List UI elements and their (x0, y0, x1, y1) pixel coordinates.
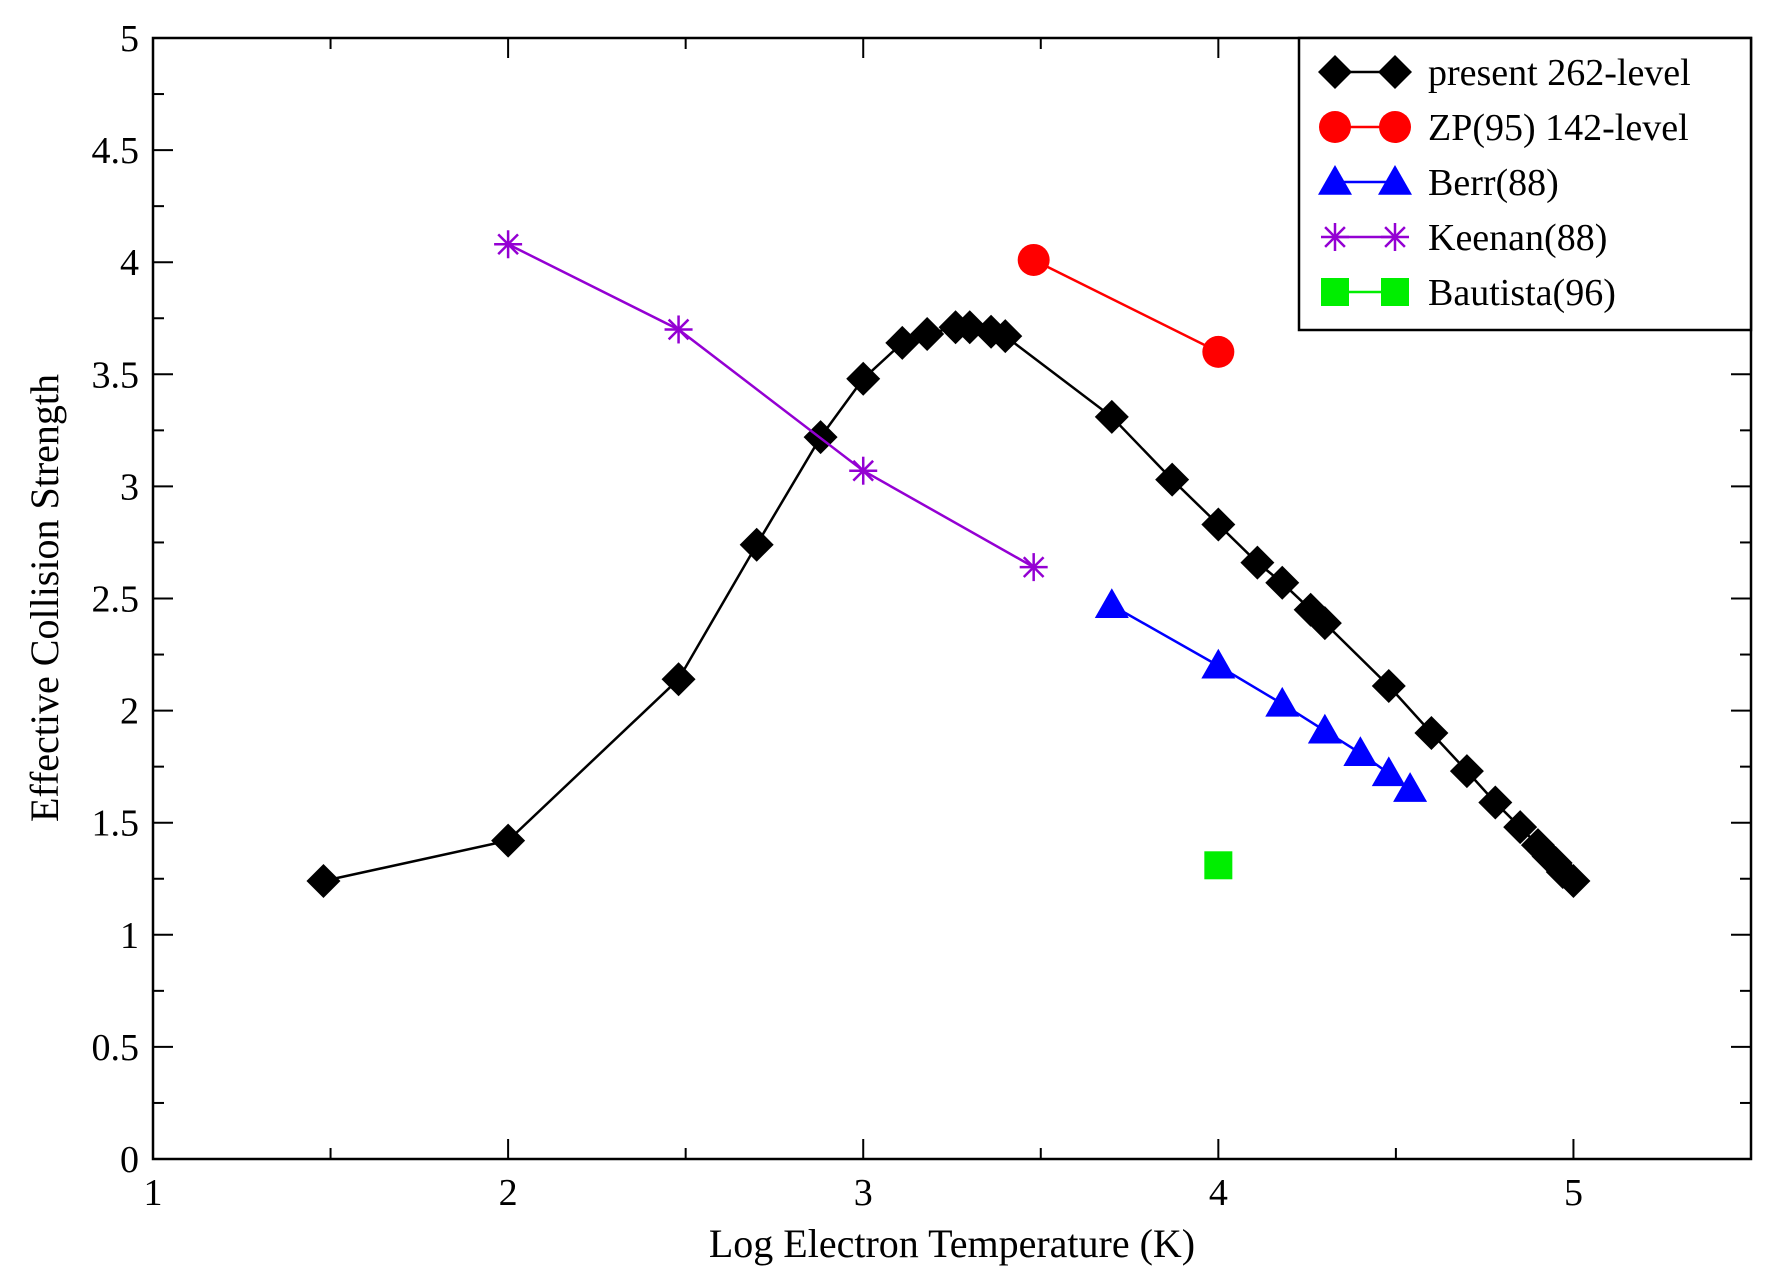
axis-ticks: 1 2 3 4 5 0 0.5 1 1.5 2 2.5 3 3.5 4 4.5 5 (92, 18, 1751, 1214)
data-point (1094, 399, 1129, 434)
legend-box (1297, 36, 1753, 332)
asterisk-stroke (1384, 226, 1406, 248)
y-axis-title: Effective Collision Strength (22, 374, 67, 822)
data-point (1202, 335, 1235, 368)
legend-item: Berr(88) (1318, 162, 1559, 204)
asterisk-stroke (667, 318, 690, 341)
data-point (1343, 736, 1378, 766)
series-square (1204, 851, 1233, 880)
asterisk-stroke (1324, 226, 1346, 248)
series-layer (306, 230, 1591, 898)
series-diamond (306, 310, 1591, 898)
data-point (1371, 668, 1406, 703)
legend-label: ZP(95) 142-level (1428, 107, 1689, 149)
legend-marker (1378, 55, 1412, 89)
legend-marker (1381, 223, 1409, 251)
legend-item: present 262-level (1318, 52, 1691, 94)
data-point (494, 230, 523, 259)
asterisk-stroke (1022, 556, 1045, 578)
y-tick-label: 1 (120, 915, 139, 957)
data-point (491, 823, 526, 858)
data-point (661, 662, 696, 697)
series-asterisk (494, 230, 1048, 582)
y-tick-label: 5 (120, 18, 139, 60)
x-tick-label: 2 (499, 1172, 518, 1214)
data-point (849, 456, 878, 485)
legend-label: present 262-level (1428, 52, 1691, 94)
data-point (1201, 507, 1236, 542)
series-triangle (1094, 588, 1428, 802)
y-tick-label: 0.5 (92, 1027, 140, 1069)
plot-frame (151, 36, 1753, 1161)
data-point (988, 319, 1023, 354)
data-point (1414, 716, 1449, 751)
legend-item: Bautista(96) (1321, 272, 1616, 314)
y-tick-label: 4.5 (92, 130, 140, 172)
data-point (1307, 606, 1342, 641)
series-line (1033, 258, 1219, 353)
data-point (664, 315, 693, 344)
series-line (507, 243, 1035, 569)
x-axis-title: Log Electron Temperature (K) (709, 1221, 1195, 1266)
data-point (1265, 565, 1300, 600)
y-tick-label: 4 (120, 242, 139, 284)
y-tick-label: 2 (120, 691, 139, 733)
legend-marker (1318, 165, 1352, 195)
legend-marker (1378, 165, 1412, 195)
x-tick-label: 1 (144, 1172, 163, 1214)
data-point (1094, 588, 1129, 618)
asterisk-stroke (497, 233, 519, 256)
legend-marker (1379, 111, 1411, 143)
data-point (1204, 851, 1233, 880)
data-point (1478, 785, 1513, 820)
legend-marker (1319, 111, 1351, 143)
y-tick-label: 2.5 (92, 579, 140, 621)
data-point (306, 863, 341, 898)
y-tick-label: 3 (120, 466, 139, 508)
legend-marker (1318, 55, 1352, 89)
data-point (1155, 462, 1190, 497)
legend-label: Keenan(88) (1428, 217, 1607, 259)
legend-label: Berr(88) (1428, 162, 1559, 204)
data-point (739, 527, 774, 562)
legend-marker (1321, 278, 1349, 306)
data-point (1019, 553, 1048, 582)
data-point (846, 361, 881, 396)
data-point (1371, 756, 1406, 787)
data-point (1393, 772, 1428, 802)
data-point (1240, 545, 1275, 580)
legend-item: Keenan(88) (1321, 217, 1607, 259)
data-point (1449, 754, 1484, 789)
legend-marker (1381, 278, 1409, 306)
data-point (1503, 810, 1538, 845)
legend-item: ZP(95) 142-level (1319, 107, 1689, 149)
data-point (1556, 863, 1591, 898)
y-tick-label: 1.5 (92, 803, 140, 845)
data-point (1307, 713, 1342, 744)
legend: present 262-level ZP(95) 142-level Berr(88… (1297, 36, 1753, 332)
legend-marker (1321, 223, 1349, 251)
series-circle (1017, 243, 1235, 368)
y-tick-label: 3.5 (92, 354, 140, 396)
x-tick-label: 4 (1209, 1172, 1228, 1214)
y-tick-label: 0 (120, 1139, 139, 1181)
data-point (1017, 243, 1050, 276)
x-tick-label: 5 (1564, 1172, 1583, 1214)
asterisk-stroke (852, 459, 875, 482)
data-point (1201, 648, 1236, 679)
data-point (910, 316, 945, 351)
data-point (1265, 686, 1300, 717)
x-tick-label: 3 (854, 1172, 873, 1214)
legend-label: Bautista(96) (1428, 272, 1616, 314)
